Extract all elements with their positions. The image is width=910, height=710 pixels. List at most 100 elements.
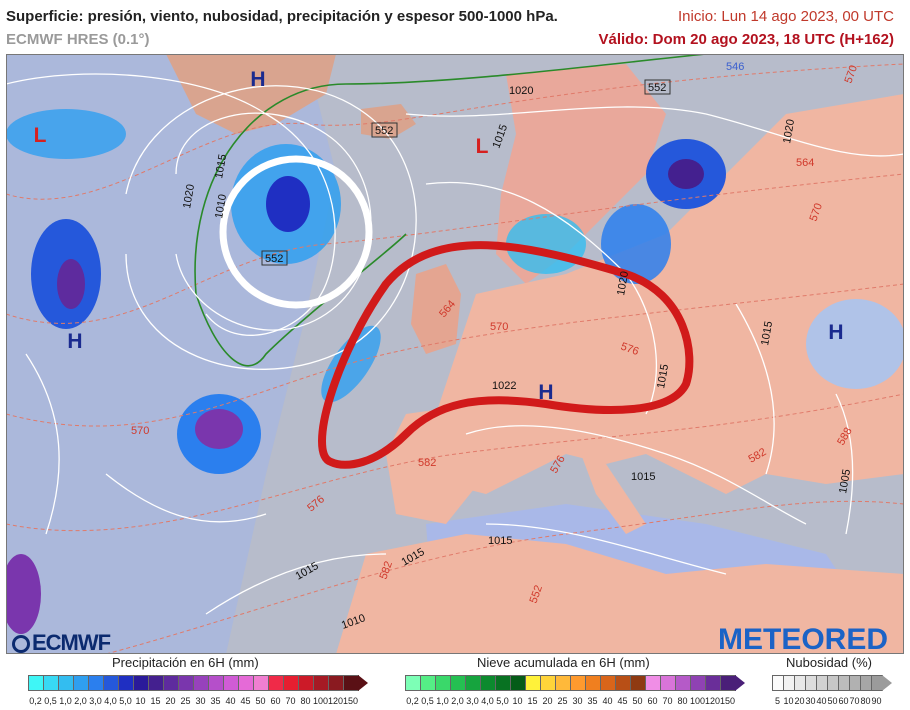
- legend-swatch: [630, 675, 646, 691]
- thickness-label: 570: [131, 425, 149, 437]
- legend-tick-label: 45: [617, 696, 628, 706]
- init-time: Inicio: Lun 14 ago 2023, 00 UTC: [678, 8, 894, 25]
- legend-tick-label: 80: [677, 696, 688, 706]
- legend-swatch: [585, 675, 601, 691]
- legend-precipitation: Precipitación en 6H (mm) 0,2 0,5 1,0 2,0 3,0…: [28, 655, 388, 710]
- legend-swatch: [690, 675, 706, 691]
- ecmwf-logo: ECMWF: [12, 630, 111, 656]
- legend-snow-title: Nieve acumulada en 6H (mm): [477, 655, 650, 670]
- legend-tick-label: 5,0: [496, 696, 509, 706]
- legend-tick-label: 4,0: [104, 696, 117, 706]
- legend-swatch: [313, 675, 329, 691]
- legend-swatch: [480, 675, 496, 691]
- legend-tick-label: 45: [240, 696, 251, 706]
- legend-swatch: [133, 675, 149, 691]
- legend-tick-label: 20: [794, 696, 805, 706]
- legend-tick-label: 40: [602, 696, 613, 706]
- legend-tick-label: 10: [135, 696, 146, 706]
- legend-swatch: [570, 675, 586, 691]
- legend-swatch: [88, 675, 104, 691]
- thickness-label: 576: [619, 341, 640, 359]
- pressure-center-low: L: [476, 135, 489, 158]
- legend-tick-label: 3,0: [89, 696, 102, 706]
- label-box: [261, 250, 288, 266]
- legend-tick-label: 90: [871, 696, 882, 706]
- legend-tick-label: 1,0: [436, 696, 449, 706]
- highlight-loop-red: [318, 241, 694, 469]
- isobar-label: 1015: [213, 153, 229, 179]
- legend-tick-label: 40: [816, 696, 827, 706]
- pressure-center-low: L: [34, 124, 47, 147]
- legend-swatch: [253, 675, 269, 691]
- legend-tick-label: 0,2: [406, 696, 419, 706]
- precip-baltic: [601, 204, 671, 284]
- legend-tick-label: 10: [783, 696, 794, 706]
- precip-sw-corner: [6, 554, 41, 634]
- valid-time: Válido: Dom 20 ago 2023, 18 UTC (H+162): [598, 31, 894, 48]
- legend-tick-label: 1,0: [59, 696, 72, 706]
- legend-swatch: [193, 675, 209, 691]
- legend-tick-label: 70: [662, 696, 673, 706]
- highlight-ring-white: [219, 155, 373, 309]
- legend-precipitation-ticks: 0,2 0,5 1,0 2,0 3,0 4,0 5,0 10 15 20 25 30 35 40 45 50 6…: [28, 696, 388, 708]
- legend-tick-label: 150: [342, 696, 359, 706]
- land-greenland: [166, 54, 336, 134]
- legend-tick-label: 2,0: [451, 696, 464, 706]
- legend-cloud-title: Nubosidad (%): [786, 655, 872, 670]
- pressure-center-high: H: [67, 330, 82, 353]
- legend-swatch: [705, 675, 721, 691]
- legend-tick-label: 60: [270, 696, 281, 706]
- legend-tick-label: 5: [774, 696, 781, 706]
- ecmwf-logo-icon: [12, 635, 30, 653]
- legend-swatch: [495, 675, 511, 691]
- legend-tick-label: 60: [838, 696, 849, 706]
- legend-tick-label: 15: [527, 696, 538, 706]
- legend-swatch: [103, 675, 119, 691]
- legend-swatch: [450, 675, 466, 691]
- legend-tick-label: 80: [300, 696, 311, 706]
- pressure-center-high: H: [828, 321, 843, 344]
- precip-scandinavia-core: [668, 159, 704, 189]
- legend-cloud: Nubosidad (%) 5 10 20 30 40 50 60 70 80 90: [772, 655, 900, 710]
- legend-tick-label: 10: [512, 696, 523, 706]
- legend-tick-label: 30: [805, 696, 816, 706]
- land-british-isles: [411, 264, 461, 354]
- legend-precipitation-title: Precipitación en 6H (mm): [112, 655, 259, 670]
- land-iceland: [361, 104, 416, 139]
- label-box: [371, 122, 398, 138]
- thickness-label: 570: [808, 202, 826, 223]
- legend-swatch: [163, 675, 179, 691]
- legend-swatch: [540, 675, 556, 691]
- legend-swatch: [223, 675, 239, 691]
- legend-swatch: [720, 675, 736, 691]
- precip-core-north-atlantic: [266, 176, 310, 232]
- legend-swatch: [405, 675, 421, 691]
- legend-swatch: [118, 675, 134, 691]
- legend-swatch: [28, 675, 44, 691]
- ecmwf-logo-text: ECMWF: [32, 630, 111, 655]
- legend-swatch: [525, 675, 541, 691]
- thickness-label: 570: [843, 64, 861, 85]
- map-title: Superficie: presión, viento, nubosidad, …: [6, 8, 558, 25]
- legend-swatch: [660, 675, 676, 691]
- thickness-label: 570: [490, 321, 508, 333]
- legend-snow-bar: [405, 675, 745, 691]
- legend-tick-label: 120: [704, 696, 721, 706]
- legend-swatch: [555, 675, 571, 691]
- legend-tick-label: 80: [860, 696, 871, 706]
- precip-northwest: [6, 109, 126, 159]
- thickness-label: 546: [726, 61, 744, 73]
- legend-swatch: [510, 675, 526, 691]
- legend-swatch: [435, 675, 451, 691]
- legend-swatch: [283, 675, 299, 691]
- legend-tick-label: 100: [689, 696, 706, 706]
- legend-tick-label: 70: [849, 696, 860, 706]
- weather-map: H L L H H H 1020 1015 1010 1020 1015 102…: [6, 54, 904, 654]
- legend-swatch: [73, 675, 89, 691]
- legend-swatch: [208, 675, 224, 691]
- isobar-label: 1015: [759, 320, 775, 346]
- legend-cloud-ticks: 5 10 20 30 40 50 60 70 80 90: [772, 696, 900, 708]
- legend-swatch: [420, 675, 436, 691]
- legend-tick-label: 15: [150, 696, 161, 706]
- legend-tick-label: 3,0: [466, 696, 479, 706]
